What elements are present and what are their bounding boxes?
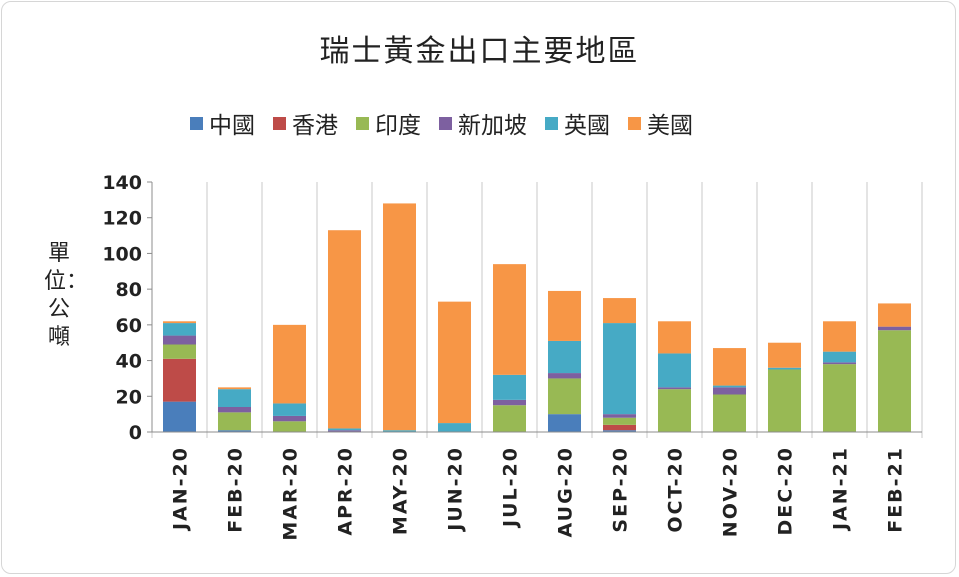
y-tick-label: 20 <box>116 386 142 408</box>
bar-segment <box>823 351 856 363</box>
bar-segment <box>163 321 196 324</box>
legend-label: 英國 <box>564 113 610 139</box>
legend-swatch <box>545 116 558 130</box>
bar-segment <box>328 230 361 429</box>
bar-segment <box>273 403 306 416</box>
x-tick-label: SEP-20 <box>610 446 632 533</box>
chart-title: 瑞士黃金出口主要地區 <box>319 34 640 69</box>
bar-segment <box>548 378 581 415</box>
bar-segment <box>548 340 581 374</box>
legend-item: 中國 <box>190 106 255 140</box>
bar-segment <box>493 374 526 400</box>
y-tick-label: 140 <box>102 172 142 194</box>
bar-segment <box>878 326 911 331</box>
bar-segment <box>878 303 911 327</box>
legend-swatch <box>190 116 203 130</box>
legend-item: 印度 <box>356 106 421 140</box>
bar-segment <box>658 387 691 390</box>
bar-segment <box>438 423 471 432</box>
y-tick-label: 60 <box>116 315 142 337</box>
bar-segment <box>218 389 251 407</box>
legend-label: 中國 <box>209 113 255 139</box>
bar-segment <box>823 364 856 432</box>
x-tick-label: JAN-21 <box>830 446 852 532</box>
bar-segment <box>383 430 416 432</box>
bar-segment <box>713 348 746 386</box>
bar-segment <box>163 401 196 432</box>
bar-segment <box>328 428 361 431</box>
bar-segment <box>603 414 636 418</box>
x-tick-label: MAR-20 <box>280 446 302 541</box>
x-tick-label: JUL-20 <box>500 446 522 529</box>
x-tick-label: NOV-20 <box>720 446 742 537</box>
bar-segment <box>163 335 196 345</box>
bar-segment <box>218 407 251 413</box>
bar-segment <box>163 358 196 402</box>
bar-segment <box>768 367 801 370</box>
bar-segment <box>328 430 361 432</box>
y-tick-label: 80 <box>116 279 142 301</box>
legend-label: 香港 <box>292 113 338 139</box>
bar-segment <box>823 321 856 352</box>
x-tick-label: MAY-20 <box>390 446 412 535</box>
bar-segment <box>713 394 746 432</box>
bar-segment <box>438 301 471 424</box>
bar-segment <box>878 330 911 432</box>
bar-segment <box>658 353 691 388</box>
bar-segment <box>218 430 251 432</box>
chart-legend: 中國 香港 印度 新加坡 英國 美國 <box>190 106 711 140</box>
bar-segment <box>713 387 746 395</box>
bar-segment <box>768 369 801 432</box>
x-tick-label: FEB-20 <box>225 446 247 533</box>
y-tick-label: 100 <box>102 243 142 265</box>
bar-segment <box>768 342 801 368</box>
y-tick-label: 40 <box>116 351 142 373</box>
legend-label: 美國 <box>647 113 693 139</box>
legend-swatch <box>273 116 286 130</box>
bar-segment <box>548 290 581 341</box>
legend-item: 英國 <box>545 106 610 140</box>
bar-segment <box>603 323 636 415</box>
x-tick-label: JUN-20 <box>445 446 467 533</box>
bar-segment <box>493 399 526 406</box>
bar-segment <box>218 412 251 431</box>
bar-segment <box>548 373 581 379</box>
bar-segment <box>383 203 416 431</box>
x-tick-label: JAN-20 <box>170 446 192 532</box>
legend-swatch <box>356 116 369 130</box>
x-tick-label: APR-20 <box>335 446 357 536</box>
x-tick-label: FEB-21 <box>885 446 907 533</box>
x-tick-label: DEC-20 <box>775 446 797 535</box>
bar-segment <box>163 323 196 336</box>
bar-segment <box>273 421 306 432</box>
bar-segment <box>218 387 251 390</box>
bar-segment <box>603 417 636 425</box>
x-tick-label: OCT-20 <box>665 446 687 533</box>
bar-segment <box>658 321 691 354</box>
legend-item: 美國 <box>628 106 693 140</box>
bar-segment <box>493 405 526 432</box>
y-tick-label: 120 <box>102 208 142 230</box>
legend-item: 新加坡 <box>439 106 527 140</box>
legend-label: 新加坡 <box>458 113 527 139</box>
legend-label: 印度 <box>375 113 421 139</box>
bar-segment <box>658 389 691 432</box>
bar-segment <box>603 298 636 324</box>
bar-segment <box>493 264 526 375</box>
legend-item: 香港 <box>273 106 338 140</box>
y-tick-label: 0 <box>129 422 142 444</box>
bar-segment <box>548 414 581 432</box>
bar-segment <box>603 430 636 432</box>
bar-segment <box>273 415 306 422</box>
x-tick-label: AUG-20 <box>555 446 577 537</box>
bar-segment <box>603 424 636 431</box>
legend-swatch <box>628 116 641 130</box>
legend-swatch <box>439 116 452 130</box>
bar-segment <box>713 385 746 388</box>
bar-segment <box>273 324 306 404</box>
bar-segment <box>163 344 196 359</box>
bar-segment <box>823 362 856 365</box>
